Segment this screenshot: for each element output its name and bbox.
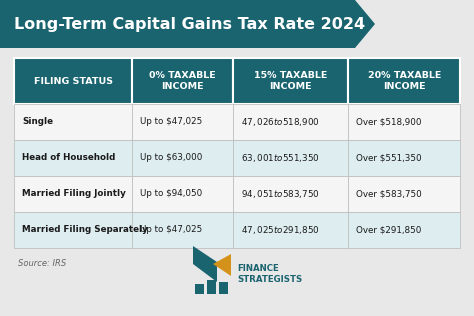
FancyBboxPatch shape (14, 176, 132, 212)
Text: FINANCE
STRATEGISTS: FINANCE STRATEGISTS (237, 264, 302, 284)
FancyBboxPatch shape (348, 140, 460, 176)
Text: Single: Single (22, 118, 53, 126)
Text: Over $551,350: Over $551,350 (356, 154, 422, 162)
FancyBboxPatch shape (207, 280, 216, 294)
FancyBboxPatch shape (233, 212, 348, 248)
FancyBboxPatch shape (132, 140, 233, 176)
FancyBboxPatch shape (233, 58, 348, 104)
FancyBboxPatch shape (132, 176, 233, 212)
FancyBboxPatch shape (348, 104, 460, 140)
Text: 15% TAXABLE
INCOME: 15% TAXABLE INCOME (254, 71, 327, 91)
Text: FILING STATUS: FILING STATUS (34, 76, 113, 86)
Text: Over $291,850: Over $291,850 (356, 226, 422, 234)
FancyBboxPatch shape (348, 58, 460, 104)
FancyBboxPatch shape (348, 212, 460, 248)
FancyBboxPatch shape (14, 58, 132, 104)
FancyBboxPatch shape (195, 284, 204, 294)
FancyBboxPatch shape (132, 58, 233, 104)
FancyBboxPatch shape (14, 104, 132, 140)
FancyBboxPatch shape (233, 176, 348, 212)
FancyBboxPatch shape (219, 282, 228, 294)
Text: $47,026 to $518,900: $47,026 to $518,900 (240, 116, 319, 128)
FancyBboxPatch shape (233, 104, 348, 140)
Text: Over $583,750: Over $583,750 (356, 190, 422, 198)
Text: Married Filing Separately: Married Filing Separately (22, 226, 148, 234)
Text: Up to $63,000: Up to $63,000 (140, 154, 202, 162)
Text: Married Filing Jointly: Married Filing Jointly (22, 190, 126, 198)
Polygon shape (0, 0, 375, 48)
Text: Up to $47,025: Up to $47,025 (140, 118, 202, 126)
Text: $47,025 to $291,850: $47,025 to $291,850 (240, 224, 319, 236)
Text: $63,001 to $551,350: $63,001 to $551,350 (240, 152, 319, 164)
Text: Up to $47,025: Up to $47,025 (140, 226, 202, 234)
Polygon shape (193, 246, 217, 282)
FancyBboxPatch shape (233, 140, 348, 176)
FancyBboxPatch shape (14, 212, 132, 248)
Polygon shape (213, 254, 231, 276)
FancyBboxPatch shape (132, 212, 233, 248)
Text: 0% TAXABLE
INCOME: 0% TAXABLE INCOME (149, 71, 216, 91)
Text: Over $518,900: Over $518,900 (356, 118, 422, 126)
Text: $94,051 to $583,750: $94,051 to $583,750 (240, 188, 319, 200)
Text: Long-Term Capital Gains Tax Rate 2024: Long-Term Capital Gains Tax Rate 2024 (14, 16, 365, 32)
FancyBboxPatch shape (132, 104, 233, 140)
FancyBboxPatch shape (348, 176, 460, 212)
FancyBboxPatch shape (14, 140, 132, 176)
Text: Source: IRS: Source: IRS (18, 259, 66, 269)
Text: Head of Household: Head of Household (22, 154, 115, 162)
Text: 20% TAXABLE
INCOME: 20% TAXABLE INCOME (367, 71, 441, 91)
Text: Up to $94,050: Up to $94,050 (140, 190, 202, 198)
